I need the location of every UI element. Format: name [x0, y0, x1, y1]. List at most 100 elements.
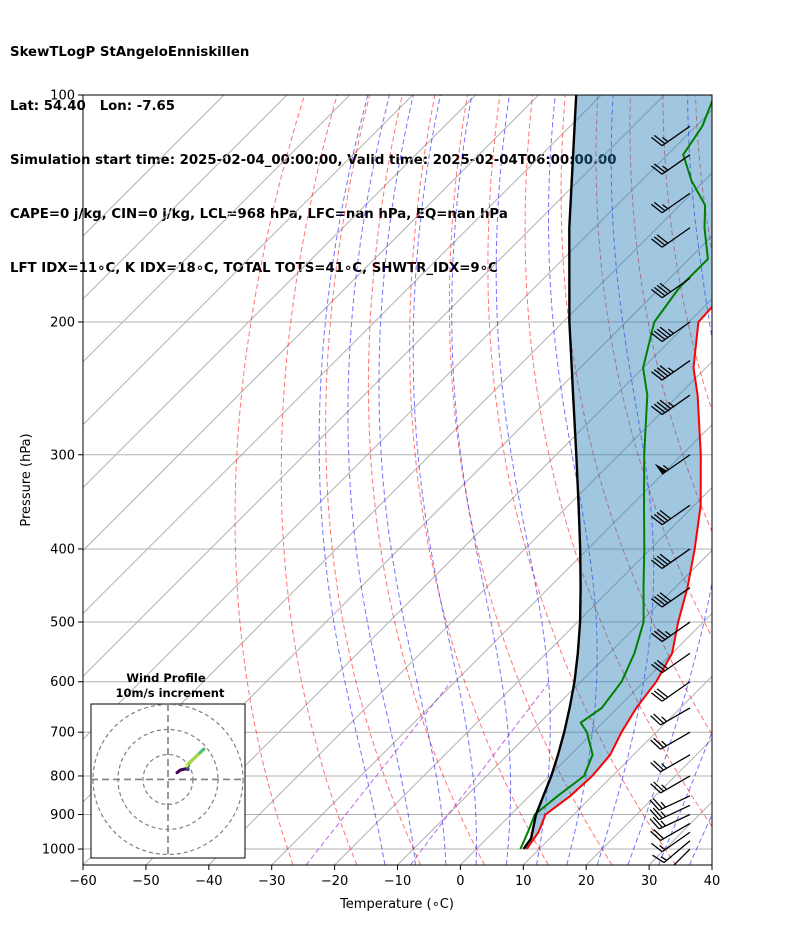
- isotherm: [145, 298, 712, 865]
- wind-barb: [654, 848, 691, 873]
- x-tick-label: 0: [456, 874, 464, 889]
- barb-flag: [652, 854, 665, 864]
- barb-half-flag: [664, 630, 672, 637]
- moist-adiabat: [658, 730, 712, 865]
- moist-adiabat: [318, 95, 386, 865]
- barb-staff: [661, 681, 691, 702]
- dry-adiabat: [728, 95, 794, 865]
- barb-staff: [661, 831, 691, 853]
- mixing-ratio-line: [409, 681, 550, 865]
- barb-half-flag: [662, 464, 670, 471]
- parcel-line: [522, 95, 582, 850]
- barb-flag: [651, 288, 663, 299]
- isotherm: [83, 95, 539, 552]
- barb-flag: [659, 282, 672, 293]
- x-tick-label: 20: [578, 874, 595, 889]
- barb-staff: [661, 154, 691, 175]
- barb-flag: [653, 630, 666, 641]
- barb-staff: [658, 804, 691, 821]
- wind-barb: [651, 227, 691, 248]
- barb-flag: [651, 598, 663, 608]
- y-tick-label: 1000: [42, 843, 75, 858]
- barb-staff: [661, 652, 691, 674]
- isotherm: [83, 95, 351, 363]
- barb-flag: [653, 737, 665, 748]
- barb-flag: [653, 781, 665, 792]
- isotherm: [83, 95, 288, 300]
- dry-adiabat: [448, 95, 613, 865]
- isotherm: [83, 95, 476, 489]
- moist-adiabat: [451, 95, 512, 865]
- barb-half-flag: [660, 856, 667, 861]
- barb-staff: [661, 125, 691, 147]
- barb-flag: [659, 326, 672, 336]
- barb-half-flag: [661, 716, 668, 722]
- barb-flag: [653, 596, 666, 606]
- dry-adiabat: [595, 95, 712, 639]
- barb-flag: [651, 632, 663, 643]
- barb-staff: [661, 227, 691, 248]
- barb-flag: [653, 330, 666, 340]
- barb-staff: [661, 548, 691, 570]
- barb-half-flag: [667, 401, 675, 408]
- barb-flag: [651, 663, 663, 674]
- barb-flag: [656, 284, 669, 295]
- dry-adiabat: [560, 95, 712, 736]
- barb-flag: [652, 798, 663, 810]
- barb-staff: [661, 360, 691, 381]
- moist-adiabat: [720, 95, 794, 865]
- barb-flag: [651, 371, 663, 381]
- barb-flag: [651, 203, 663, 214]
- indices-line: CAPE=0 j/kg, CIN=0 j/kg, LCL=968 hPa, LF…: [10, 207, 508, 222]
- isotherm: [522, 675, 712, 865]
- y-tick-label: 700: [50, 726, 75, 741]
- y-tick-label: 900: [50, 808, 75, 823]
- barb-flag: [653, 713, 665, 724]
- barb-staff: [660, 707, 691, 726]
- barb-flag: [653, 403, 666, 414]
- barb-staff: [660, 822, 691, 842]
- moist-adiabat: [596, 95, 655, 865]
- wind-barb: [650, 775, 691, 794]
- isotherm: [83, 95, 225, 237]
- moist-adiabat: [378, 95, 447, 865]
- barb-staff: [661, 277, 691, 299]
- barb-flag: [659, 592, 672, 602]
- dry-adiabat: [662, 95, 712, 413]
- moist-adiabat: [627, 95, 712, 865]
- cape-shade-area: [523, 95, 712, 849]
- barb-half-flag: [662, 165, 669, 171]
- barb-flag: [653, 369, 666, 379]
- x-tick-label: 10: [515, 874, 532, 889]
- barb-flag: [659, 553, 672, 563]
- barb-flag: [650, 739, 661, 750]
- inset-title: Wind Profile: [126, 671, 206, 685]
- barb-flag: [650, 762, 661, 773]
- barb-staff: [661, 621, 691, 643]
- barb-flag: [651, 405, 663, 416]
- reference-lines: [234, 95, 794, 865]
- barb-flag: [653, 134, 666, 145]
- wind-barb: [651, 587, 691, 608]
- wind-barb: [649, 795, 691, 811]
- dewpoint-line: [519, 98, 712, 850]
- barb-flag: [653, 163, 666, 173]
- barb-flag: [654, 867, 666, 873]
- barb-flag: [656, 555, 669, 565]
- moist-adiabat: [548, 95, 598, 865]
- profile-lines: [519, 95, 712, 850]
- barb-flag: [653, 286, 666, 297]
- barb-flag: [650, 830, 661, 841]
- wind-barb: [650, 822, 691, 842]
- barb-staff: [661, 321, 691, 343]
- barb-half-flag: [662, 204, 669, 210]
- barb-flag: [653, 661, 666, 672]
- wind-barb: [650, 754, 691, 773]
- wind-barb: [651, 321, 691, 343]
- temperature-line: [525, 305, 712, 850]
- cape-shading: [523, 95, 712, 849]
- barb-flag: [656, 659, 669, 670]
- barb-half-flag: [661, 784, 668, 790]
- isotherm: [397, 549, 712, 865]
- barb-half-flag: [661, 740, 668, 747]
